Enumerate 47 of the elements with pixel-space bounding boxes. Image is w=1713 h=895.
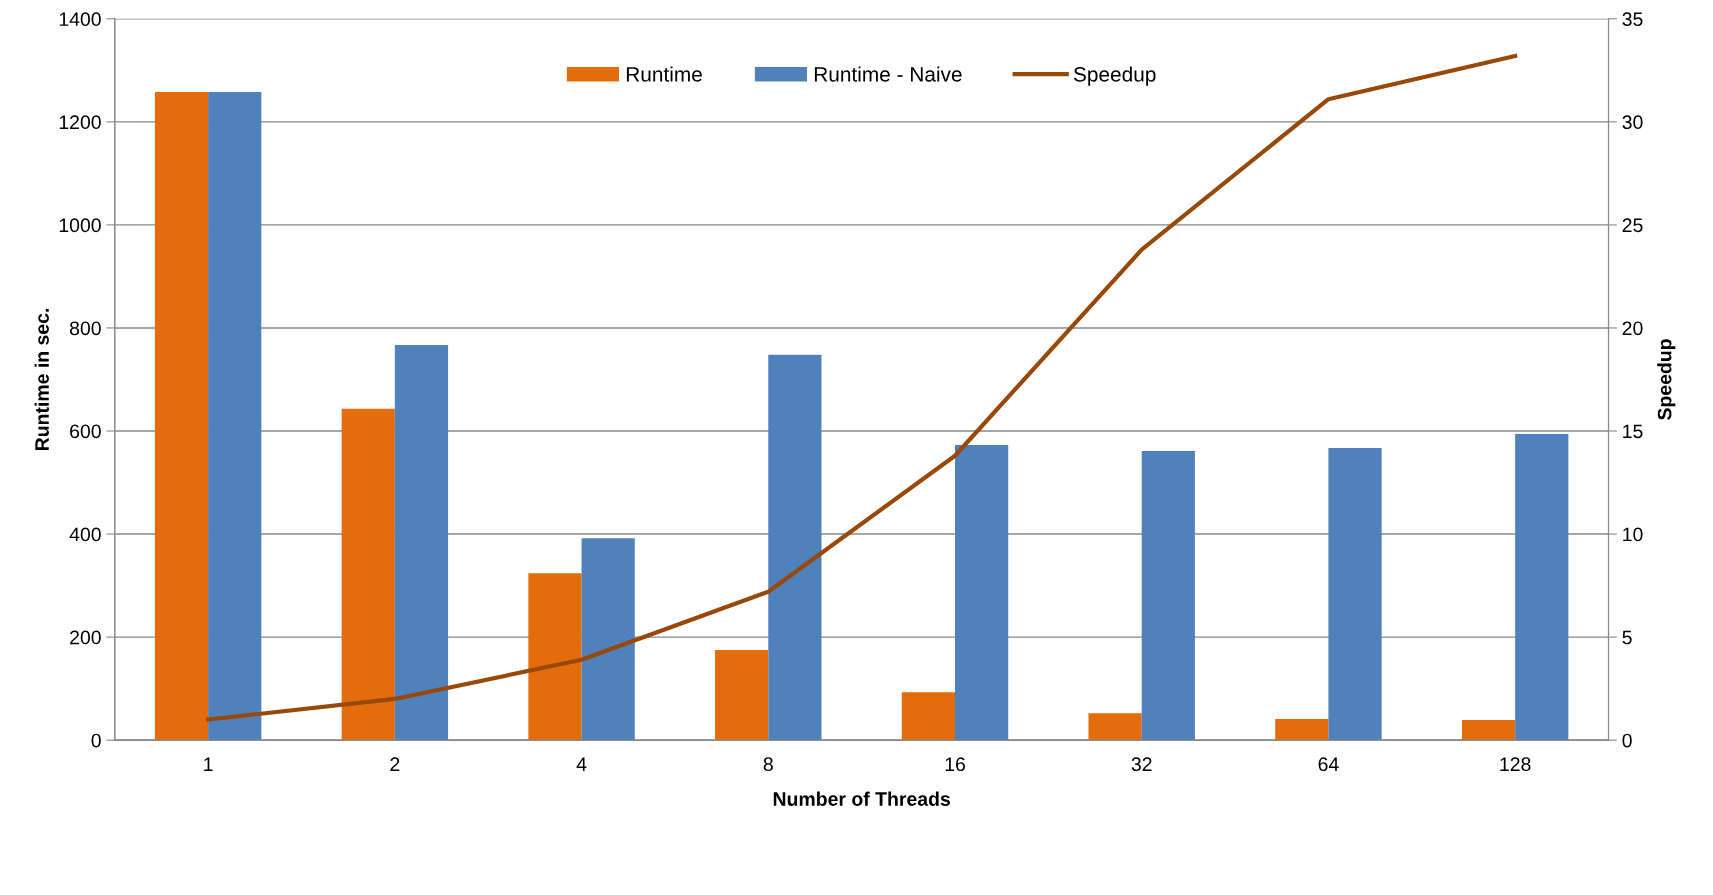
y2-axis-title: Speedup xyxy=(1657,339,1676,420)
bar xyxy=(1141,451,1195,741)
bar xyxy=(955,444,1009,741)
x-tick-label: 16 xyxy=(945,757,965,772)
y-axis-title: Runtime in sec. xyxy=(34,308,49,451)
bar xyxy=(208,91,262,741)
bar xyxy=(394,344,449,741)
bar xyxy=(581,538,635,741)
y2-tick-label: 5 xyxy=(1622,630,1632,645)
y-tick-label: 0 xyxy=(91,733,101,748)
y2-tick-label: 25 xyxy=(1622,218,1643,233)
bar xyxy=(1328,448,1382,741)
y2-tick-label: 0 xyxy=(1622,733,1632,748)
y-tick-label: 800 xyxy=(69,321,101,336)
y2-tick-label: 35 xyxy=(1622,12,1643,27)
x-tick-label: 32 xyxy=(1131,757,1152,772)
bar xyxy=(528,573,582,741)
bar xyxy=(1275,719,1329,741)
bar xyxy=(1515,434,1569,741)
bar xyxy=(901,692,955,741)
y2-tick-label: 20 xyxy=(1622,321,1643,336)
y-tick-label: 1000 xyxy=(59,218,101,233)
y2-tick-label: 15 xyxy=(1623,424,1643,439)
bar xyxy=(768,354,822,741)
bar xyxy=(715,649,769,741)
x-tick-label: 1 xyxy=(204,757,213,771)
x-tick-label: 2 xyxy=(390,757,400,771)
x-tick-label: 8 xyxy=(763,757,773,772)
legend-label: Speedup xyxy=(1073,66,1156,86)
y2-tick-label: 30 xyxy=(1622,115,1643,130)
line-series xyxy=(206,53,1518,722)
bar xyxy=(341,408,395,741)
y-tick-label: 200 xyxy=(70,630,101,645)
bar xyxy=(154,91,209,741)
y-tick-label: 1400 xyxy=(59,12,101,27)
bar xyxy=(1088,713,1142,741)
y-tick-label: 600 xyxy=(70,424,101,439)
y2-tick-label: 10 xyxy=(1623,527,1643,542)
x-axis-title: Number of Threads xyxy=(773,791,950,806)
legend-label: Runtime - Naive xyxy=(814,66,962,82)
x-tick-label: 4 xyxy=(576,757,587,771)
bar xyxy=(1461,720,1516,741)
legend-label: Runtime xyxy=(626,66,702,82)
x-tick-label: 64 xyxy=(1318,757,1339,772)
x-tick-label: 128 xyxy=(1500,757,1531,772)
y-tick-label: 400 xyxy=(69,527,101,542)
y-tick-label: 1200 xyxy=(59,115,101,130)
